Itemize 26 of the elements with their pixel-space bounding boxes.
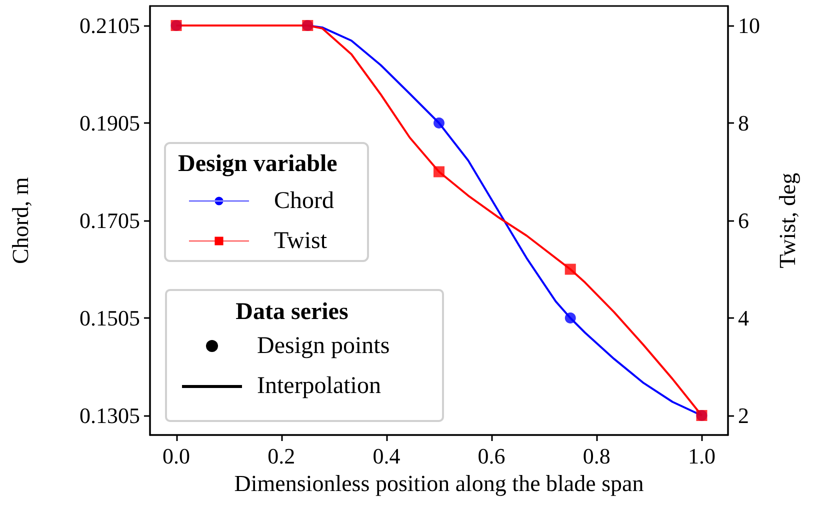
y2-tick-label: 4: [738, 306, 749, 330]
x-tick-label: 0.8: [582, 444, 610, 468]
y2-tick-label: 10: [738, 13, 760, 38]
annotation: Design points: [257, 332, 390, 360]
y2-tick-label: 2: [738, 403, 749, 428]
x-tick-label: 1.0: [688, 444, 716, 468]
x-tick-label: 0.6: [478, 444, 506, 468]
annotation: Interpolation: [257, 372, 381, 400]
legend-label: Chord: [274, 188, 334, 214]
y-tick-label: 0.1305: [80, 403, 140, 428]
y-tick-label: 0.1505: [80, 306, 140, 330]
x-tick-label: 0.4: [372, 444, 400, 468]
annotation: Data series: [234, 299, 350, 326]
legend-box: Data series Design points Interpolation: [165, 289, 444, 422]
x-tick-label: 0.2: [268, 444, 296, 468]
y-tick-label: 0.1905: [80, 110, 140, 136]
legend-title: Design variable: [178, 151, 338, 177]
y-axis-title: Chord, m: [8, 176, 33, 264]
y-tick-label: 0.2105: [80, 13, 140, 38]
legend-label: Twist: [274, 228, 328, 254]
y2-axis-title: Twist, deg: [775, 172, 800, 268]
x-axis-title: Dimensionless position along the blade span: [234, 470, 644, 496]
y2-tick-label: 6: [738, 208, 749, 233]
y-tick-label: 0.1705: [80, 208, 140, 233]
y2-tick-label: 8: [738, 110, 749, 136]
x-tick-label: 0.0: [162, 444, 190, 468]
